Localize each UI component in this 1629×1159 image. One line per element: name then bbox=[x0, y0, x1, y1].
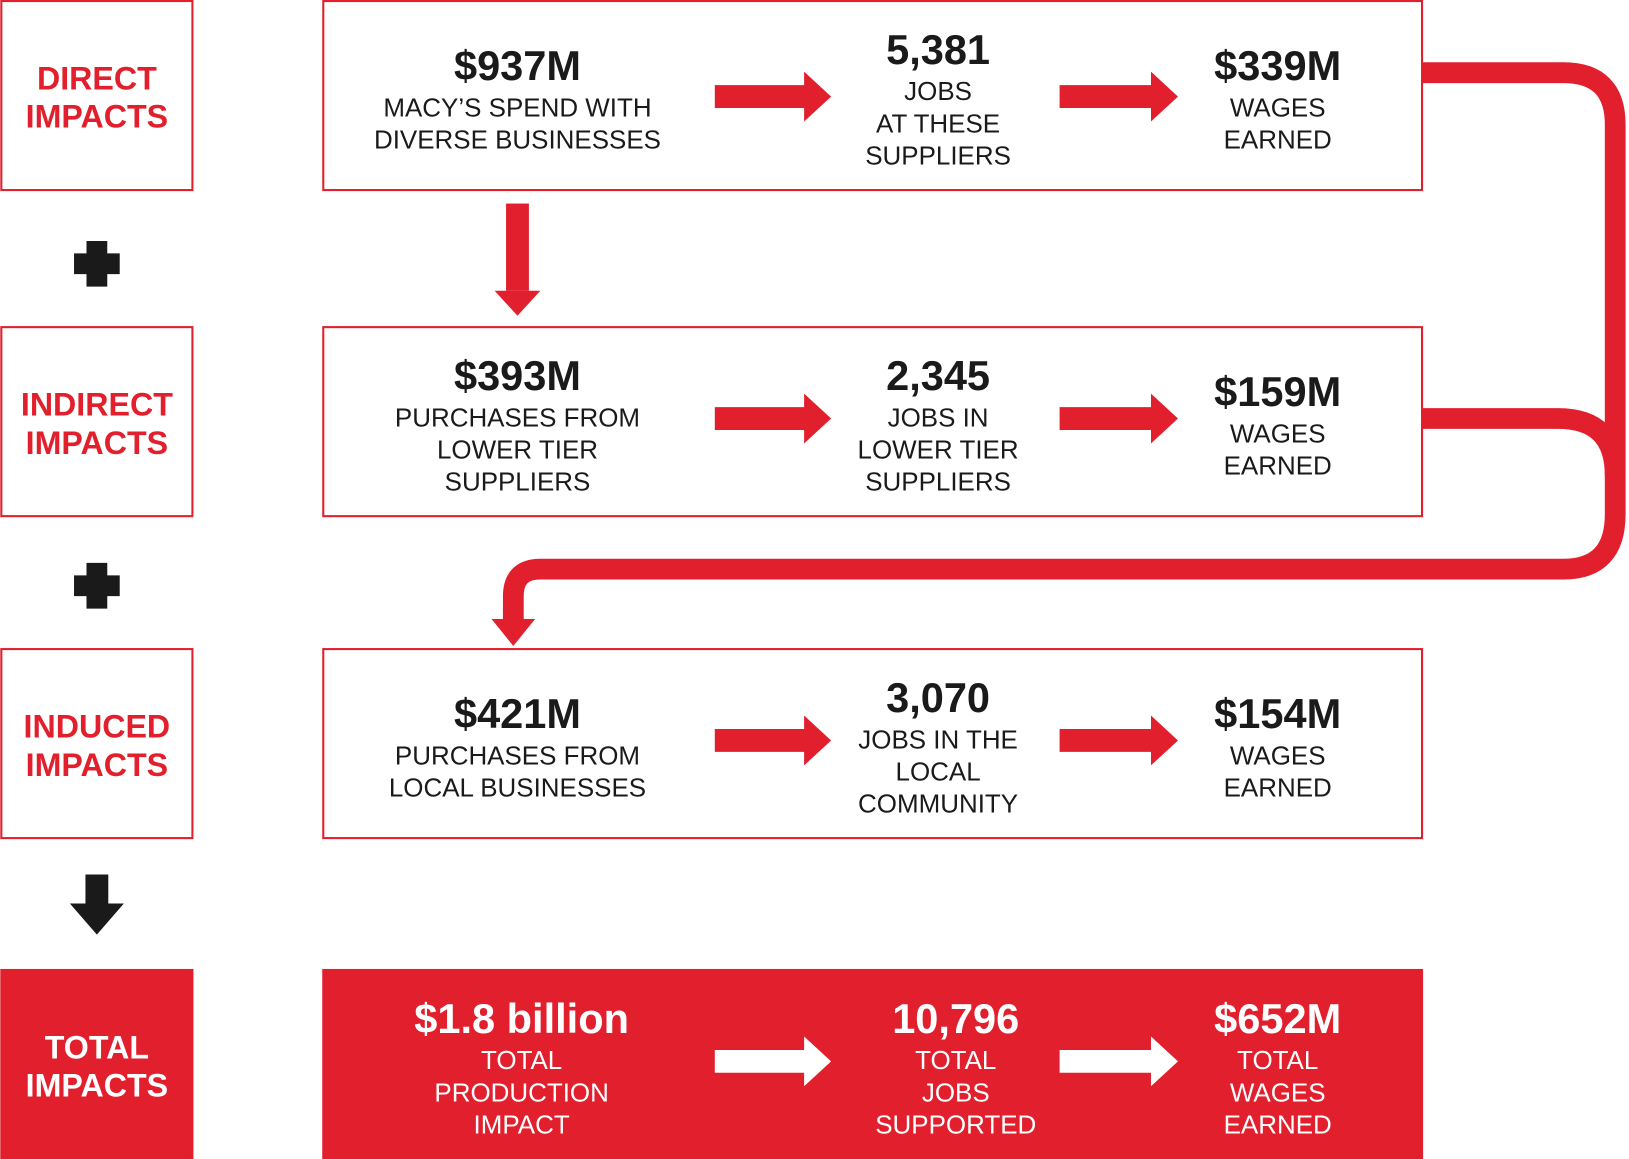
impact-box bbox=[322, 0, 1424, 192]
metric-description: PURCHASES FROM bbox=[395, 402, 640, 432]
metric-description: EARNED bbox=[1224, 1110, 1332, 1140]
metric-description: LOWER TIER bbox=[437, 435, 598, 465]
plus-icon bbox=[74, 562, 120, 609]
metric-value: $154M bbox=[1214, 690, 1341, 737]
metric-value: $339M bbox=[1214, 42, 1341, 89]
metric-value: $1.8 billion bbox=[414, 995, 629, 1042]
impact-label-box bbox=[0, 968, 194, 1159]
impact-label: INDIRECT bbox=[21, 386, 173, 422]
metric-description: EARNED bbox=[1224, 773, 1332, 803]
metric-description: IMPACT bbox=[474, 1110, 570, 1140]
metric-description: JOBS bbox=[904, 76, 972, 106]
impact-label: IMPACTS bbox=[26, 747, 168, 783]
arrow-head bbox=[491, 618, 536, 646]
metric-value: 10,796 bbox=[892, 995, 1019, 1042]
flow-arrow bbox=[1059, 1036, 1178, 1087]
impact-label-box bbox=[0, 648, 194, 840]
flow-arrow bbox=[714, 71, 832, 122]
metric-description: SUPPLIERS bbox=[445, 467, 591, 497]
metric-value: 2,345 bbox=[886, 352, 990, 399]
impact-box bbox=[322, 648, 1424, 840]
metric-description: COMMUNITY bbox=[858, 789, 1018, 819]
metric-description: TOTAL bbox=[481, 1045, 562, 1075]
metric-value: $937M bbox=[454, 42, 581, 89]
metric-description: WAGES bbox=[1230, 740, 1326, 770]
flow-arrow bbox=[1059, 715, 1178, 766]
impact-label: IMPACTS bbox=[26, 425, 168, 461]
impact-label-box bbox=[0, 326, 194, 518]
metric-description: PRODUCTION bbox=[434, 1077, 608, 1107]
metric-description: PURCHASES FROM bbox=[395, 740, 640, 770]
flow-connector bbox=[1422, 408, 1626, 477]
metric-description: SUPPLIERS bbox=[865, 467, 1011, 497]
metric-description: WAGES bbox=[1230, 418, 1326, 448]
flow-arrow bbox=[1059, 71, 1178, 122]
metric-description: MACY’S SPEND WITH bbox=[383, 92, 651, 122]
metric-description: EARNED bbox=[1224, 125, 1332, 155]
flow-connector bbox=[502, 62, 1626, 619]
metric-description: AT THESE bbox=[876, 108, 1000, 138]
metric-value: $159M bbox=[1214, 368, 1341, 415]
metric-description: EARNED bbox=[1224, 451, 1332, 481]
impact-box bbox=[322, 326, 1424, 518]
metric-description: JOBS IN THE bbox=[858, 724, 1018, 754]
metric-value: $421M bbox=[454, 690, 581, 737]
metric-value: $393M bbox=[454, 352, 581, 399]
metric-description: TOTAL bbox=[1237, 1045, 1318, 1075]
flow-arrow bbox=[714, 715, 832, 766]
impact-label: INDUCED bbox=[24, 708, 171, 744]
arrow-head bbox=[494, 290, 541, 316]
metric-description: LOCAL bbox=[896, 756, 981, 786]
metric-description: LOWER TIER bbox=[858, 435, 1019, 465]
impact-label: TOTAL bbox=[45, 1029, 149, 1065]
metric-value: 3,070 bbox=[886, 674, 990, 721]
metric-description: SUPPORTED bbox=[875, 1110, 1036, 1140]
impact-label: IMPACTS bbox=[26, 99, 168, 135]
impact-box bbox=[322, 968, 1424, 1159]
flow-arrow bbox=[1059, 393, 1178, 444]
metric-description: DIVERSE BUSINESSES bbox=[374, 125, 661, 155]
plus-icon bbox=[74, 240, 120, 287]
impact-label: DIRECT bbox=[37, 60, 157, 96]
metric-description: TOTAL bbox=[915, 1045, 996, 1075]
flow-arrow bbox=[714, 1036, 832, 1087]
metric-description: JOBS bbox=[922, 1077, 990, 1107]
metric-value: $652M bbox=[1214, 995, 1341, 1042]
metric-value: 5,381 bbox=[886, 26, 990, 73]
metric-description: JOBS IN bbox=[888, 402, 989, 432]
metric-description: WAGES bbox=[1230, 92, 1326, 122]
metric-description: LOCAL BUSINESSES bbox=[389, 773, 646, 803]
down-arrow-icon bbox=[69, 874, 124, 935]
flow-arrow bbox=[714, 393, 832, 444]
impact-label-box bbox=[0, 0, 194, 192]
metric-description: SUPPLIERS bbox=[865, 141, 1011, 171]
impact-label: IMPACTS bbox=[26, 1068, 168, 1104]
down-arrow bbox=[506, 203, 529, 291]
metric-description: WAGES bbox=[1230, 1077, 1326, 1107]
